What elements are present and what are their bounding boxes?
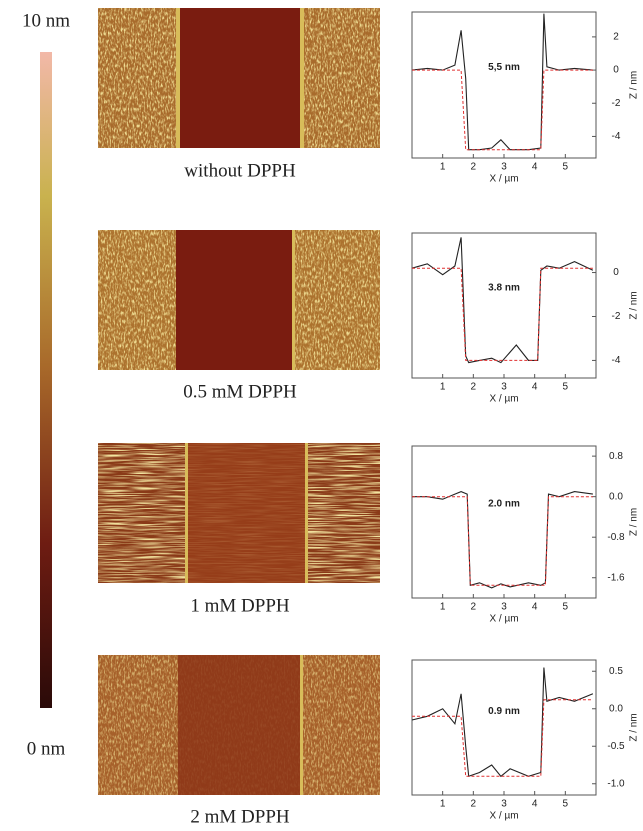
y-axis-label: Z / nm (629, 713, 640, 741)
afm-image (98, 655, 380, 795)
colorbar (40, 52, 52, 708)
x-axis-label: X / µm (489, 394, 518, 405)
x-tick-label: 1 (440, 602, 446, 613)
x-tick-label: 2 (471, 382, 477, 393)
y-tick-label: -2 (612, 311, 621, 322)
image-caption: 1 mM DPPH (190, 595, 290, 616)
plot-frame (411, 232, 597, 379)
image-caption: 0.5 mM DPPH (183, 381, 297, 402)
colorbar-max: 10 nm (22, 10, 70, 31)
x-tick-label: 5 (563, 799, 569, 810)
step-height-annotation: 2.0 nm (488, 498, 520, 509)
afm-image (98, 443, 380, 583)
y-tick-label: -4 (612, 355, 621, 366)
x-tick-label: 2 (471, 602, 477, 613)
plot-frame (411, 445, 597, 599)
y-tick-label: -4 (612, 131, 621, 142)
image-caption: 2 mM DPPH (190, 806, 290, 827)
y-axis-label: Z / nm (629, 71, 640, 99)
x-tick-label: 2 (471, 162, 477, 173)
profile-line (412, 699, 593, 777)
x-axis-label: X / µm (489, 174, 518, 185)
image-caption: without DPPH (184, 160, 296, 181)
x-tick-label: 3 (501, 799, 507, 810)
y-tick-label: 0.5 (609, 666, 623, 677)
y-axis-label: Z / nm (629, 291, 640, 319)
x-tick-label: 1 (440, 799, 446, 810)
x-tick-label: 5 (563, 382, 569, 393)
x-tick-label: 2 (471, 799, 477, 810)
x-axis-label: X / µm (489, 614, 518, 625)
y-tick-label: 2 (613, 32, 619, 43)
y-tick-label: -1.6 (607, 572, 625, 583)
step-height-annotation: 3.8 nm (488, 283, 520, 294)
profile-line (412, 496, 593, 586)
profile-line (411, 13, 593, 151)
y-tick-label: -0.5 (607, 741, 625, 752)
afm-image (98, 8, 380, 148)
x-tick-label: 1 (440, 162, 446, 173)
y-tick-label: 0.0 (609, 491, 623, 502)
x-tick-label: 4 (532, 162, 538, 173)
x-tick-label: 5 (563, 162, 569, 173)
x-tick-label: 4 (532, 382, 538, 393)
plot-frame (411, 659, 597, 796)
step-height-annotation: 0.9 nm (488, 706, 520, 717)
y-tick-label: 0 (613, 65, 619, 76)
profile-line (412, 69, 593, 151)
y-tick-label: -0.8 (607, 532, 625, 543)
y-tick-label: 0.0 (609, 703, 623, 714)
profile-line (412, 491, 593, 589)
colorbar-min: 0 nm (27, 738, 66, 759)
x-tick-label: 1 (440, 382, 446, 393)
y-tick-label: -1.0 (607, 778, 625, 789)
profile-line (411, 667, 594, 778)
step-height-annotation: 5,5 nm (488, 62, 520, 73)
afm-image (98, 230, 380, 370)
y-tick-label: 0 (613, 267, 619, 278)
x-tick-label: 5 (563, 602, 569, 613)
x-tick-label: 3 (501, 162, 507, 173)
x-tick-label: 4 (532, 799, 538, 810)
profile-line (412, 267, 593, 361)
x-tick-label: 4 (532, 602, 538, 613)
x-tick-label: 3 (501, 382, 507, 393)
y-axis-label: Z / nm (629, 508, 640, 536)
x-axis-label: X / µm (489, 811, 518, 822)
plot-frame (411, 11, 597, 159)
y-tick-label: -2 (612, 98, 621, 109)
x-tick-label: 3 (501, 602, 507, 613)
y-tick-label: 0.8 (609, 451, 623, 462)
